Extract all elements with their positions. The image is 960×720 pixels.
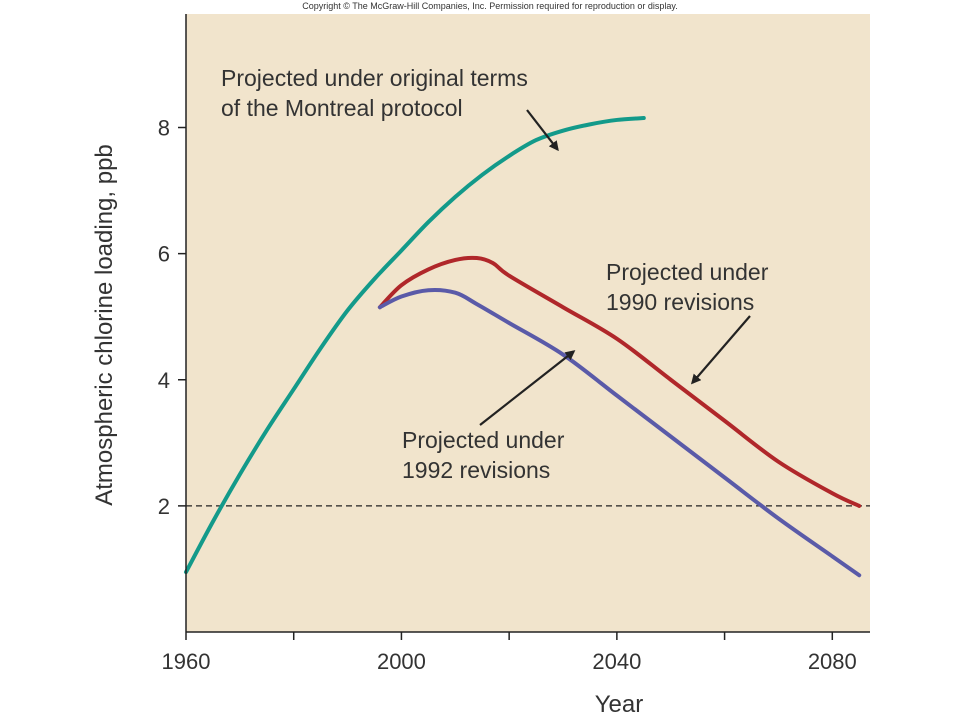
x-tick-label: 2040 [592, 649, 641, 674]
y-tick-label: 4 [158, 368, 170, 393]
annotation-2: Projected under 1990 revisions [606, 259, 769, 385]
annotation-3: Projected under 1992 revisions [402, 350, 576, 483]
x-axis-label: Year [595, 691, 644, 718]
y-tick-label: 6 [158, 242, 170, 267]
y-tick-label: 8 [158, 116, 170, 141]
annotation-text-line: Projected under [606, 259, 769, 285]
x-tick-label: 1960 [162, 649, 211, 674]
series-line-3 [377, 288, 862, 578]
annotation-arrow [526, 109, 559, 152]
plot-background [186, 14, 870, 632]
x-tick-label: 2000 [377, 649, 426, 674]
annotation-text-line: Projected under [402, 427, 565, 453]
series-line-1 [184, 116, 646, 575]
y-tick-label: 2 [158, 494, 170, 519]
copyright-notice: Copyright © The McGraw-Hill Companies, I… [302, 1, 678, 11]
annotation-arrow [479, 350, 576, 426]
annotation-text-line: 1992 revisions [402, 457, 550, 483]
annotation-text-line: Projected under original terms [221, 65, 528, 91]
series-line-2 [377, 255, 862, 508]
annotation-1: Projected under original terms of the Mon… [221, 65, 559, 152]
annotation-text-line: 1990 revisions [606, 289, 754, 315]
annotation-text-line: of the Montreal protocol [221, 95, 463, 121]
x-tick-label: 2080 [808, 649, 857, 674]
annotation-arrow [690, 315, 751, 385]
y-axis-label: Atmospheric chlorine loading, ppb [91, 144, 118, 506]
